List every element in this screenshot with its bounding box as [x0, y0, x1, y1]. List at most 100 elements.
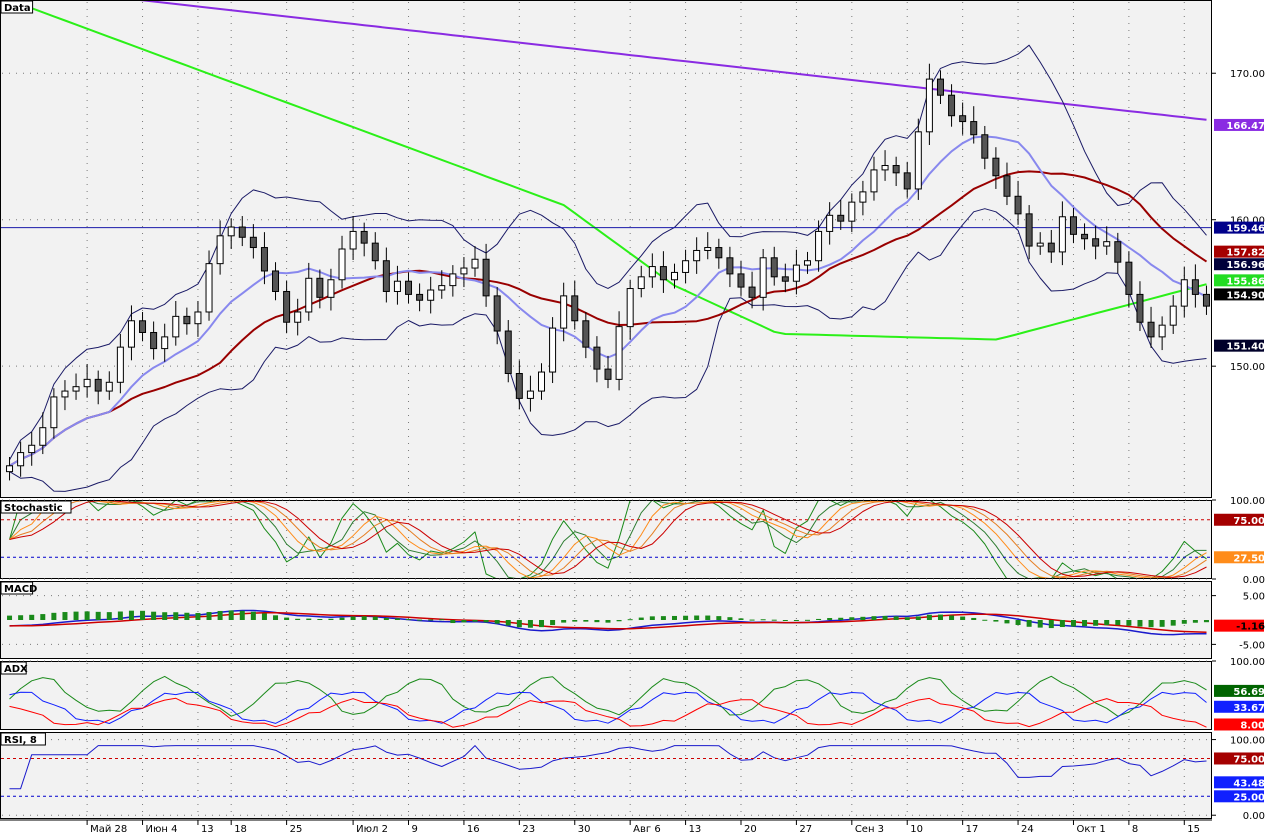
candle-down — [781, 276, 789, 282]
macd-histogram-bar — [1093, 620, 1099, 626]
macd-histogram-bar — [539, 620, 545, 628]
candle-down — [272, 270, 280, 292]
macd-histogram-bar — [140, 610, 146, 620]
y-tick-label: 0.00 — [1243, 811, 1265, 822]
candle-up — [792, 264, 800, 282]
candle-up — [449, 273, 457, 287]
value-badge-label: 157.82 — [1226, 248, 1265, 259]
value-badge — [1214, 339, 1264, 352]
macd-histogram-bar — [417, 619, 423, 621]
x-tick-label: 10 — [910, 824, 923, 834]
candle-up — [1180, 279, 1188, 307]
candle-up — [305, 277, 313, 313]
macd-histogram-bar — [472, 620, 478, 622]
candle-up — [881, 165, 889, 171]
macd-histogram-bar — [771, 619, 777, 621]
macd-histogram-bar — [649, 616, 655, 620]
pane-4-frame — [0, 732, 1212, 819]
value-badge-label: 27.50 — [1233, 553, 1265, 564]
candle-down — [139, 320, 147, 333]
adx-pane — [9, 675, 1207, 728]
stochastic-line-dark-green — [9, 501, 1207, 578]
macd-histogram-bar — [1159, 620, 1165, 627]
macd-histogram-bar — [250, 611, 256, 620]
candle-down — [1147, 321, 1155, 338]
macd-histogram-bar — [128, 610, 134, 620]
macd-histogram-bar — [1070, 620, 1076, 627]
macd-histogram-bar — [317, 619, 323, 621]
candle-up — [1036, 242, 1044, 247]
candle-down — [382, 260, 390, 292]
macd-histogram-bar — [106, 612, 112, 620]
macd-histogram-bar — [527, 620, 533, 628]
y-tick-label: 150.00 — [1230, 362, 1265, 373]
macd-histogram-bar — [793, 619, 799, 621]
macd-histogram-bar — [1115, 620, 1121, 626]
candle-up — [1169, 305, 1177, 326]
pane-3-background — [0, 661, 1212, 730]
macd-histogram-bar — [705, 615, 711, 620]
macd-histogram-bar — [1015, 620, 1021, 625]
candle-up — [349, 230, 357, 250]
candle-down — [1003, 175, 1011, 197]
rsi-pane — [1, 745, 1211, 797]
macd-histogram-bar — [483, 620, 489, 623]
candle-down — [571, 295, 579, 322]
macd-histogram-bar — [605, 620, 611, 623]
value-badge — [1214, 551, 1264, 564]
x-tick-label: 8 — [1132, 824, 1138, 834]
macd-histogram-bar — [95, 611, 101, 620]
value-badge — [1214, 700, 1264, 713]
candle-down — [1081, 233, 1089, 240]
macd-histogram-bar — [217, 610, 223, 620]
value-badge — [1214, 776, 1264, 789]
candle-down — [1202, 293, 1210, 307]
candle-up — [460, 267, 468, 275]
candle-down — [970, 121, 978, 136]
y-tick-label: 160.00 — [1230, 216, 1265, 227]
pane-1-background — [0, 500, 1212, 579]
candle-down — [1047, 242, 1055, 253]
adx-line-green — [9, 675, 1207, 717]
candle-down — [493, 295, 501, 332]
macd-histogram-bar — [51, 612, 57, 620]
candle-down — [837, 214, 845, 222]
macd-histogram-bar — [361, 616, 367, 620]
x-tick-label: 18 — [234, 824, 247, 834]
x-tick-label: Июл 2 — [356, 824, 388, 834]
macd-histogram-bar — [694, 615, 700, 620]
macd-histogram-bar — [1181, 620, 1187, 624]
candle-down — [371, 242, 379, 262]
pane-title-1: Stochastic — [4, 503, 63, 514]
x-tick-label: Май 28 — [90, 824, 127, 834]
candle-up — [127, 320, 135, 348]
candle-up — [704, 247, 712, 251]
candle-down — [1191, 279, 1199, 295]
macd-histogram-bar — [804, 619, 810, 621]
macd-histogram-bar — [904, 617, 910, 620]
candle-up — [870, 169, 878, 193]
candle-up — [1058, 216, 1066, 253]
macd-histogram-bar — [882, 615, 888, 620]
candle-up — [859, 191, 867, 203]
value-badge — [1214, 513, 1264, 526]
candle-up — [615, 326, 623, 380]
candle-down — [770, 257, 778, 278]
macd-histogram-bar — [671, 615, 677, 620]
stochastic-line-orange — [9, 501, 1207, 578]
candle-down — [316, 277, 324, 298]
series-line-purple-ma — [139, 1, 1207, 121]
candle-up — [17, 452, 25, 467]
macd-histogram-bar — [1004, 620, 1010, 624]
candle-up — [526, 390, 534, 399]
candle-up — [637, 276, 645, 290]
macd-histogram-bar — [1148, 620, 1154, 628]
macd-histogram-bar — [406, 619, 412, 621]
candle-up — [105, 381, 113, 392]
candle-up — [693, 249, 701, 262]
candle-up — [560, 295, 568, 329]
stochastic-line-orange-2 — [9, 501, 1207, 578]
macd-histogram-bar — [1082, 620, 1088, 627]
macd-histogram-bar — [494, 620, 500, 624]
x-tick-label: 17 — [966, 824, 979, 834]
